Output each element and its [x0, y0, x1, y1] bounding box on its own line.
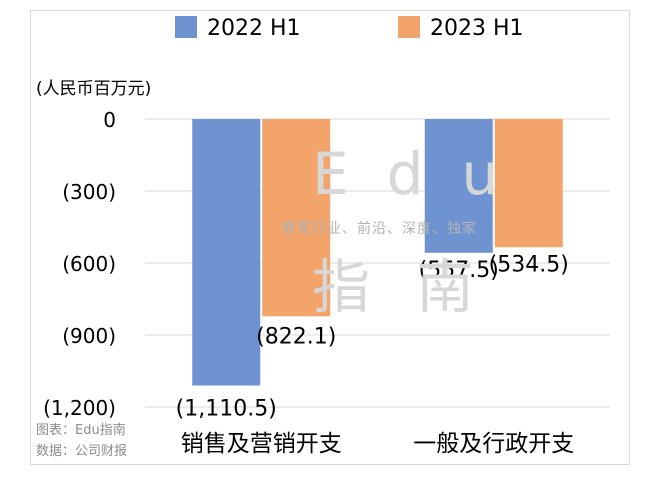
data-label: (557.5) [419, 258, 499, 283]
data-credit: 数据：公司财报 [36, 444, 128, 459]
legend-label: 2023 H1 [430, 16, 524, 41]
x-category-label: 一般及行政开支 [413, 431, 574, 457]
y-tick-label: (900) [62, 324, 116, 348]
y-tick-label: (1,200) [43, 396, 116, 420]
y-tick-label: (600) [62, 252, 116, 276]
legend-label: 2022 H1 [207, 16, 301, 41]
bar-2023h1 [262, 119, 331, 317]
legend-swatch [398, 16, 420, 38]
bar-2022h1 [192, 119, 261, 386]
y-unit-label: (人民币百万元) [36, 79, 151, 99]
legend-swatch [175, 16, 197, 38]
y-tick-label: 0 [103, 108, 116, 132]
y-tick-label: (300) [62, 180, 116, 204]
x-category-label: 销售及营销开支 [181, 431, 342, 457]
chart-credit: 图表：Edu指南 [36, 423, 126, 438]
data-label: (534.5) [489, 252, 569, 277]
data-label: (822.1) [256, 324, 336, 349]
bar-2023h1 [494, 119, 563, 248]
bar-2022h1 [424, 119, 493, 253]
data-label: (1,110.5) [176, 397, 277, 422]
chart-frame [30, 10, 630, 465]
